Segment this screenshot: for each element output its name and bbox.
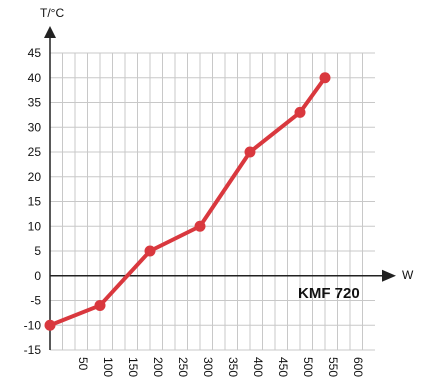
y-axis-title: T/°C xyxy=(40,6,64,20)
y-tick-label: 15 xyxy=(28,195,42,209)
data-point xyxy=(194,220,206,232)
y-tick-label: 40 xyxy=(28,71,42,85)
x-tick-label: 350 xyxy=(226,357,240,377)
y-tick-label: -10 xyxy=(24,318,42,332)
axes xyxy=(44,26,396,350)
data-point xyxy=(294,106,306,118)
x-tick-labels: 50 100 150 200 250 300 350 400 450 500 550 600 xyxy=(76,357,365,377)
y-tick-label: 35 xyxy=(28,96,42,110)
x-tick-label: 600 xyxy=(351,357,365,377)
data-point xyxy=(44,319,56,331)
series-group xyxy=(44,72,331,331)
x-tick-label: 300 xyxy=(201,357,215,377)
y-tick-label: 20 xyxy=(28,170,42,184)
x-axis-arrow xyxy=(382,269,396,282)
y-tick-label: 5 xyxy=(34,244,41,258)
x-tick-label: 50 xyxy=(76,357,90,371)
x-tick-label: 500 xyxy=(301,357,315,377)
data-point xyxy=(144,245,156,257)
x-tick-label: 100 xyxy=(101,357,115,377)
y-tick-label: 45 xyxy=(28,46,42,60)
y-tick-label: 0 xyxy=(34,269,41,283)
x-tick-label: 450 xyxy=(276,357,290,377)
y-tick-label: 25 xyxy=(28,145,42,159)
y-tick-label: 30 xyxy=(28,120,42,134)
x-tick-label: 550 xyxy=(326,357,340,377)
y-tick-label: -5 xyxy=(30,294,41,308)
data-point xyxy=(319,72,331,84)
grid-lines xyxy=(50,52,375,351)
x-tick-label: 400 xyxy=(251,357,265,377)
x-axis-title: W xyxy=(402,268,414,282)
y-tick-label: -15 xyxy=(24,343,42,357)
y-axis-arrow xyxy=(44,26,56,38)
y-tick-label: 10 xyxy=(28,219,42,233)
x-tick-label: 200 xyxy=(151,357,165,377)
data-point xyxy=(94,299,106,311)
model-annotation: KMF 720 xyxy=(298,285,360,302)
x-tick-label: 150 xyxy=(126,357,140,377)
y-tick-labels: 45 40 35 30 25 20 15 10 5 0 -5 -10 -15 xyxy=(24,46,42,357)
x-tick-label: 250 xyxy=(176,357,190,377)
data-point xyxy=(244,146,256,158)
